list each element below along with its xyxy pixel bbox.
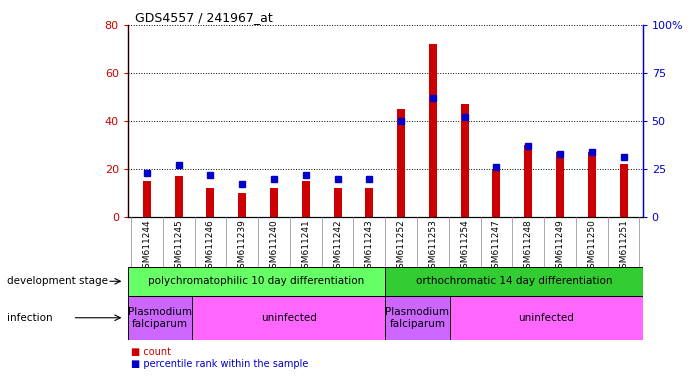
Text: Plasmodium
falciparum: Plasmodium falciparum (386, 307, 449, 329)
Text: GSM611246: GSM611246 (206, 220, 215, 274)
Bar (450, 296, 643, 340)
Bar (143, 173, 151, 217)
Bar (493, 169, 500, 217)
Bar (556, 154, 564, 217)
Bar (620, 157, 627, 217)
Text: Plasmodium
falciparum: Plasmodium falciparum (128, 307, 192, 329)
Bar (397, 109, 405, 217)
Text: GSM611251: GSM611251 (619, 220, 628, 274)
Bar (192, 296, 385, 340)
Bar (334, 188, 341, 217)
Text: GSM611253: GSM611253 (428, 220, 437, 274)
Bar (143, 181, 151, 217)
Text: GSM611248: GSM611248 (524, 220, 533, 274)
Bar (429, 44, 437, 217)
Text: GSM611239: GSM611239 (238, 220, 247, 274)
Bar (238, 184, 246, 217)
Bar (334, 179, 341, 217)
Text: GSM611252: GSM611252 (397, 220, 406, 274)
Bar (366, 179, 373, 217)
Bar (524, 146, 532, 217)
Text: GSM611250: GSM611250 (587, 220, 596, 274)
Bar (128, 267, 385, 296)
Bar (385, 296, 450, 340)
Text: GSM611240: GSM611240 (269, 220, 278, 274)
Text: development stage: development stage (7, 276, 108, 286)
Bar (175, 165, 182, 217)
Text: GSM611254: GSM611254 (460, 220, 469, 274)
Bar (524, 145, 532, 217)
Bar (302, 181, 310, 217)
Bar (238, 193, 246, 217)
Bar (128, 296, 192, 340)
Bar (429, 98, 437, 217)
Bar (175, 176, 182, 217)
Bar (493, 167, 500, 217)
Text: GDS4557 / 241967_at: GDS4557 / 241967_at (135, 12, 272, 25)
Bar (366, 188, 373, 217)
Text: GSM611241: GSM611241 (301, 220, 310, 274)
Bar (620, 164, 627, 217)
Text: orthochromatic 14 day differentiation: orthochromatic 14 day differentiation (416, 276, 612, 286)
Text: GSM611247: GSM611247 (492, 220, 501, 274)
Bar (461, 104, 468, 217)
Text: uninfected: uninfected (518, 313, 574, 323)
Bar (397, 121, 405, 217)
Bar (207, 188, 214, 217)
Text: uninfected: uninfected (261, 313, 316, 323)
Text: GSM611244: GSM611244 (142, 220, 151, 274)
Bar (302, 175, 310, 217)
Bar (385, 267, 643, 296)
Bar (461, 117, 468, 217)
Bar (207, 175, 214, 217)
Bar (270, 179, 278, 217)
Text: ■ count: ■ count (131, 347, 171, 357)
Text: polychromatophilic 10 day differentiation: polychromatophilic 10 day differentiatio… (149, 276, 365, 286)
Text: GSM611242: GSM611242 (333, 220, 342, 274)
Bar (270, 188, 278, 217)
Bar (588, 152, 596, 217)
Text: ■ percentile rank within the sample: ■ percentile rank within the sample (131, 359, 309, 369)
Text: GSM611243: GSM611243 (365, 220, 374, 274)
Text: infection: infection (7, 313, 53, 323)
Bar (588, 152, 596, 217)
Text: GSM611249: GSM611249 (556, 220, 565, 274)
Text: GSM611245: GSM611245 (174, 220, 183, 274)
Bar (556, 152, 564, 217)
